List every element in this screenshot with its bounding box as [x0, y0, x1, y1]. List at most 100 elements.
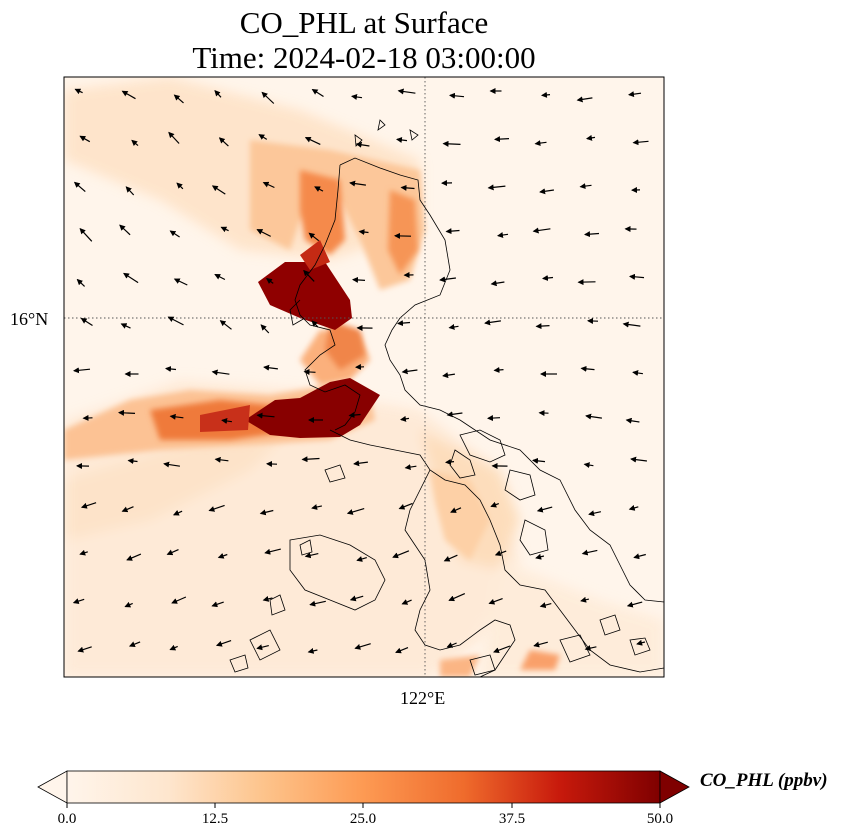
wind-arrow [446, 642, 457, 648]
wind-arrow [395, 647, 409, 654]
wind-arrow [220, 226, 229, 233]
wind-arrow [172, 510, 183, 516]
wind-arrow [358, 229, 369, 236]
wind-arrow [542, 275, 554, 281]
wind-arrow [314, 186, 324, 192]
wind-arrow [128, 641, 141, 647]
wind-arrow [484, 319, 501, 326]
wind-arrow [303, 368, 316, 375]
wind-arrow [167, 316, 184, 326]
wind-arrow [165, 366, 177, 372]
wind-arrow [630, 456, 647, 463]
wind-arrow [392, 550, 410, 559]
wind-arrow [355, 141, 370, 148]
colorbar-label: CO_PHL (ppbv) [700, 770, 828, 791]
wind-arrow [311, 504, 323, 510]
wind-arrow [221, 418, 232, 424]
wind-arrow [311, 320, 319, 328]
gridlines [64, 77, 664, 677]
wind-arrow [583, 462, 594, 469]
wind-arrow [208, 504, 225, 512]
wind-arrow [535, 323, 550, 330]
wind-arrow [351, 94, 363, 100]
wind-arrow [539, 602, 552, 609]
wind-arrow [256, 412, 275, 419]
wind-arrow [173, 94, 184, 104]
wind-arrow [348, 412, 361, 419]
wind-arrow [304, 552, 319, 559]
wind-arrow [163, 461, 180, 468]
wind-arrow [354, 643, 371, 650]
wind-arrow [346, 508, 365, 515]
wind-arrow [256, 644, 269, 651]
wind-arrow [308, 232, 320, 242]
wind-arrow [262, 181, 275, 189]
wind-arrow [449, 92, 465, 99]
wind-arrow [443, 554, 458, 562]
wind-arrow [264, 548, 281, 555]
wind-arrow [214, 273, 226, 281]
wind-arrow [636, 639, 646, 646]
wind-arrow [166, 549, 179, 556]
wind-arrow [79, 135, 91, 143]
wind-vectors [72, 88, 649, 654]
wind-arrow [262, 595, 273, 602]
wind-arrow [214, 456, 229, 463]
wind-arrow [532, 227, 551, 234]
wind-arrow [633, 553, 646, 560]
wind-arrow [79, 227, 93, 242]
wind-arrow [265, 278, 274, 284]
wind-arrow [442, 372, 455, 379]
wind-arrow [124, 601, 133, 608]
wind-arrow [118, 409, 136, 416]
wind-arrow [539, 188, 554, 195]
wind-arrow [581, 549, 598, 556]
wind-arrow [632, 139, 649, 146]
wind-arrow [401, 599, 412, 605]
wind-arrow [120, 323, 131, 329]
wind-arrow [173, 278, 188, 286]
wind-arrow [127, 458, 138, 465]
wind-arrow [121, 506, 134, 513]
wind-arrow [626, 601, 643, 608]
wind-arrow [586, 134, 596, 141]
colorbar-tick-label: 50.0 [646, 811, 674, 827]
wind-arrow [349, 595, 364, 602]
wind-arrow [400, 184, 415, 191]
wind-arrow [169, 230, 180, 238]
wind-arrow [73, 181, 86, 193]
wind-arrow [217, 553, 228, 559]
wind-arrow [490, 501, 500, 508]
wind-arrow [131, 139, 139, 147]
wind-arrow [493, 645, 511, 654]
wind-arrow [72, 598, 85, 604]
wind-arrow [628, 91, 642, 98]
colorbar-tick-label: 12.5 [201, 811, 229, 827]
wind-arrow [579, 183, 592, 190]
wind-arrow [123, 272, 139, 284]
wind-arrow [584, 645, 597, 652]
wind-arrow [356, 556, 367, 562]
wind-arrow [121, 90, 136, 100]
wind-arrow [256, 229, 271, 237]
wind-arrow [532, 457, 546, 464]
wind-arrow [80, 502, 97, 509]
wind-arrow [218, 137, 229, 147]
wind-arrow [588, 510, 602, 517]
wind-arrow [584, 231, 600, 238]
wind-arrow [494, 136, 510, 143]
wind-arrow [398, 502, 413, 510]
wind-arrow [487, 415, 501, 422]
wind-arrow [125, 186, 135, 196]
wind-arrow [79, 549, 88, 556]
wind-arrow [219, 320, 232, 330]
colorbar-tick-label: 37.5 [498, 811, 526, 827]
wind-arrow [73, 367, 91, 374]
wind-arrow [211, 369, 230, 376]
wind-arrow [119, 224, 131, 236]
wind-arrow [401, 368, 418, 375]
wind-arrow [352, 276, 366, 283]
wind-arrow [536, 506, 553, 513]
wind-arrow [446, 411, 463, 418]
map-title: CO_PHL at Surface [239, 5, 489, 40]
